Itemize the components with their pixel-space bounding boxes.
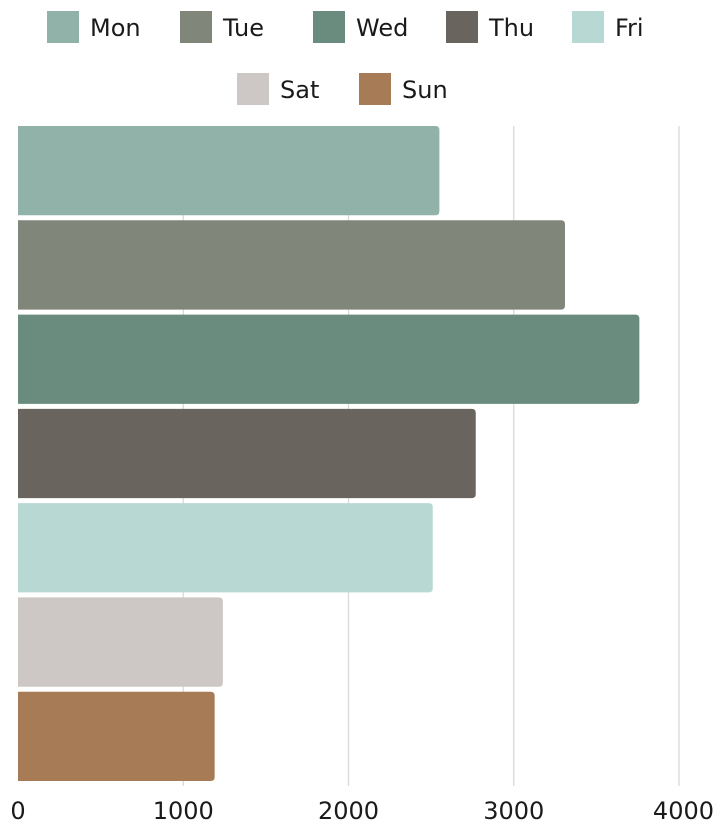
x-tick-label: 4000 bbox=[653, 797, 714, 825]
legend-label: Wed bbox=[356, 14, 408, 42]
legend-label: Sat bbox=[280, 76, 319, 104]
legend-item-tue[interactable]: Tue bbox=[180, 11, 264, 43]
bars bbox=[18, 126, 640, 781]
legend-swatch bbox=[47, 11, 79, 43]
legend-item-thu[interactable]: Thu bbox=[446, 11, 534, 43]
legend-item-wed[interactable]: Wed bbox=[313, 11, 408, 43]
legend: Mon Tue Wed Thu Fri Sat Sun bbox=[47, 11, 644, 105]
legend-swatch bbox=[446, 11, 478, 43]
legend-swatch bbox=[572, 11, 604, 43]
legend-swatch bbox=[359, 73, 391, 105]
legend-label: Tue bbox=[222, 14, 264, 42]
x-tick-label: 1000 bbox=[153, 797, 214, 825]
legend-item-sat[interactable]: Sat bbox=[237, 73, 319, 105]
legend-label: Fri bbox=[615, 14, 644, 42]
legend-label: Mon bbox=[90, 14, 141, 42]
bar-sun[interactable] bbox=[18, 691, 215, 781]
bar-mon[interactable] bbox=[18, 126, 440, 216]
legend-item-fri[interactable]: Fri bbox=[572, 11, 644, 43]
bar-fri[interactable] bbox=[18, 503, 433, 593]
legend-swatch bbox=[237, 73, 269, 105]
bar-tue[interactable] bbox=[18, 220, 565, 310]
bar-sat[interactable] bbox=[18, 597, 223, 687]
bar-wed[interactable] bbox=[18, 314, 640, 404]
legend-item-sun[interactable]: Sun bbox=[359, 73, 448, 105]
legend-swatch bbox=[180, 11, 212, 43]
bar-thu[interactable] bbox=[18, 408, 476, 499]
legend-swatch bbox=[313, 11, 345, 43]
x-tick-label: 0 bbox=[10, 797, 25, 825]
legend-label: Sun bbox=[402, 76, 448, 104]
x-axis-ticks: 0 1000 2000 3000 4000 bbox=[10, 797, 714, 825]
legend-label: Thu bbox=[488, 14, 534, 42]
x-tick-label: 2000 bbox=[318, 797, 379, 825]
x-tick-label: 3000 bbox=[483, 797, 544, 825]
legend-item-mon[interactable]: Mon bbox=[47, 11, 141, 43]
